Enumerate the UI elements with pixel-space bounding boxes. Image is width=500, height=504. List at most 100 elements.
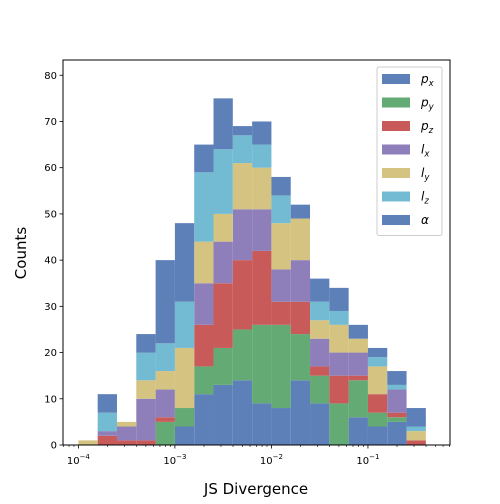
bar-segment-4-15 <box>367 366 388 395</box>
bar-segment-0-5 <box>174 426 195 445</box>
legend-swatch-3 <box>382 144 410 155</box>
bar-segment-5-6 <box>194 172 214 242</box>
legend-label-0: px <box>420 72 435 89</box>
legend-swatch-5 <box>382 191 410 202</box>
bar-segment-6-11 <box>290 204 311 219</box>
y-tick-label-50: 50 <box>44 209 57 220</box>
bar-segment-4-0 <box>78 440 98 445</box>
bar-segment-6-13 <box>329 287 349 311</box>
bar-segment-1-6 <box>194 366 214 395</box>
bar-segment-6-10 <box>271 176 291 196</box>
bar-segment-0-9 <box>252 403 272 445</box>
y-tick-label-10: 10 <box>44 394 57 405</box>
bar-segment-2-13 <box>329 375 349 404</box>
bar-segment-0-11 <box>290 380 311 445</box>
bar-segment-2-7 <box>213 283 233 348</box>
bar-segment-4-5 <box>174 347 195 409</box>
legend: px py pz lx ly lz α <box>376 66 443 236</box>
bar-segment-2-12 <box>310 366 330 376</box>
legend-label-2: pz <box>420 119 434 136</box>
bar-segment-6-9 <box>252 121 272 145</box>
legend-swatch-4 <box>382 168 410 178</box>
y-tick-label-40: 40 <box>44 256 57 267</box>
bar-segment-3-9 <box>252 209 272 251</box>
bar-segment-2-11 <box>290 301 311 335</box>
legend-swatch-1 <box>382 97 410 108</box>
bar-segment-6-5 <box>174 223 195 302</box>
y-tick-label-80: 80 <box>44 71 57 82</box>
x-tick-label-3: 10−1 <box>356 453 379 467</box>
y-axis-title: Counts <box>12 227 30 280</box>
bar-segment-1-14 <box>348 380 368 418</box>
bar-segment-3-2 <box>116 426 137 441</box>
bar-segment-1-13 <box>329 403 349 445</box>
bar-segment-2-17 <box>406 440 426 445</box>
bar-segment-2-14 <box>348 375 368 381</box>
bar-segment-6-16 <box>387 371 407 385</box>
bar-segment-2-3 <box>136 440 156 445</box>
bar-segment-3-4 <box>155 389 175 418</box>
bar-segment-4-4 <box>155 371 175 390</box>
y-tick-label-20: 20 <box>44 348 57 359</box>
bar-segment-4-7 <box>213 213 233 242</box>
bar-segment-2-4 <box>155 417 175 422</box>
bars-layer <box>78 98 426 445</box>
bar-segment-3-11 <box>290 260 311 302</box>
bar-segment-1-9 <box>252 324 272 404</box>
bar-segment-0-12 <box>310 403 330 445</box>
bar-segment-6-3 <box>136 334 156 353</box>
bar-segment-5-5 <box>174 301 195 348</box>
bar-segment-0-15 <box>367 426 388 445</box>
axes-layer: 0 10 20 30 40 50 60 70 80 10−4 10−3 10−2 10−1 <box>44 59 451 467</box>
x-tick-label-2: 10−2 <box>260 453 283 467</box>
bar-segment-4-14 <box>348 338 368 353</box>
bar-segment-5-15 <box>367 357 388 367</box>
y-tick-label-60: 60 <box>44 163 57 174</box>
legend-swatch-0 <box>382 74 410 84</box>
bar-segment-0-16 <box>387 421 407 445</box>
bar-segment-3-13 <box>329 352 349 376</box>
bar-segment-3-8 <box>232 209 253 261</box>
bar-segment-5-8 <box>232 135 253 164</box>
legend-swatch-6 <box>382 215 410 225</box>
bar-segment-3-16 <box>387 389 407 413</box>
legend-label-4: ly <box>421 166 430 183</box>
bar-segment-0-6 <box>194 394 214 445</box>
bar-segment-6-17 <box>406 408 426 427</box>
bar-segment-5-3 <box>136 352 156 381</box>
bar-segment-1-8 <box>232 329 253 381</box>
bar-segment-6-4 <box>155 260 175 344</box>
y-tick-label-0: 0 <box>51 441 57 452</box>
bar-segment-6-12 <box>310 278 330 302</box>
legend-label-5: lz <box>421 190 429 207</box>
bar-segment-4-12 <box>310 320 330 339</box>
bar-segment-1-10 <box>271 324 291 409</box>
bar-segment-5-1 <box>97 412 117 432</box>
bar-segment-5-9 <box>252 144 272 168</box>
y-tick-label-30: 30 <box>44 302 57 313</box>
bar-segment-6-6 <box>194 144 214 173</box>
bar-segment-4-9 <box>252 167 272 210</box>
bar-segment-2-2 <box>116 440 137 445</box>
bar-segment-1-5 <box>174 408 195 427</box>
bar-segment-5-4 <box>155 343 175 372</box>
bar-segment-1-12 <box>310 375 330 404</box>
bar-segment-5-10 <box>271 195 291 224</box>
bar-segment-1-15 <box>367 412 388 427</box>
bar-segment-1-4 <box>155 421 175 445</box>
bar-segment-5-17 <box>406 426 426 432</box>
x-tick-label-0: 10−4 <box>67 453 91 467</box>
y-tick-label-70: 70 <box>44 117 57 128</box>
bar-segment-2-1 <box>97 435 117 445</box>
bar-segment-5-7 <box>213 149 233 214</box>
bar-segment-2-8 <box>232 260 253 330</box>
bar-segment-4-6 <box>194 241 214 284</box>
bar-segment-3-10 <box>271 269 291 302</box>
x-tick-label-1: 10−3 <box>163 453 186 467</box>
bar-segment-2-16 <box>387 412 407 418</box>
bar-segment-1-11 <box>290 334 311 381</box>
legend-swatch-2 <box>382 121 410 131</box>
bar-segment-3-1 <box>97 431 117 436</box>
